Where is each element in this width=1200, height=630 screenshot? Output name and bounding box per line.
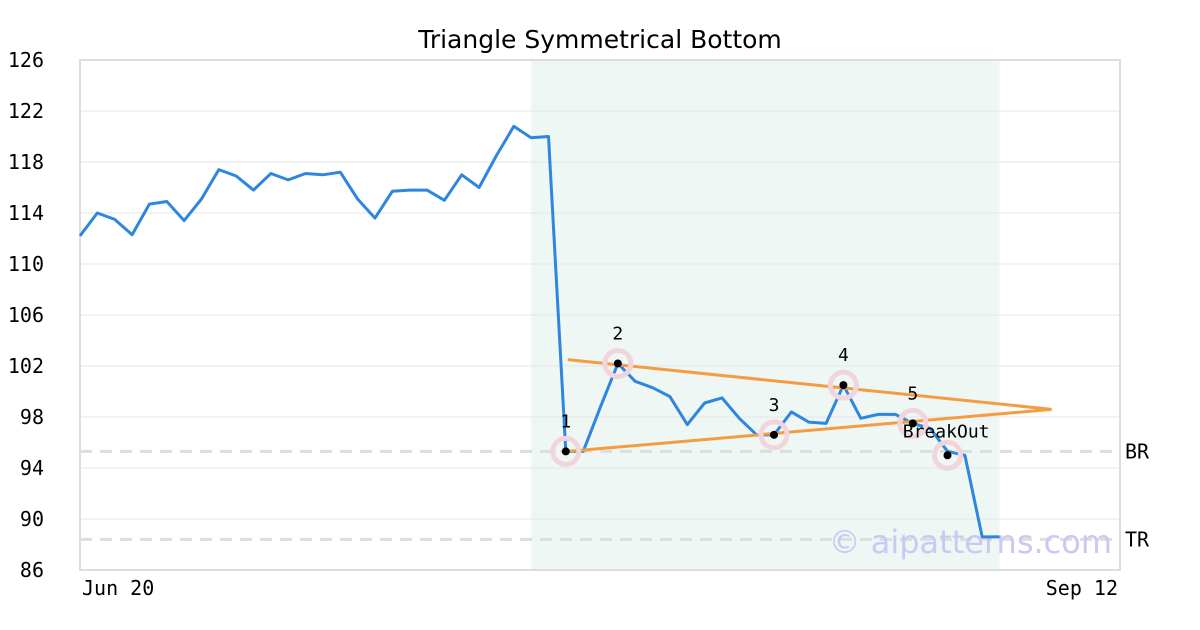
pivot-point bbox=[561, 447, 570, 456]
lower-trend-line bbox=[567, 407, 1052, 453]
upper-trend-line bbox=[567, 358, 1052, 411]
pivot-point bbox=[770, 430, 778, 439]
watermark: © aipatterns.com bbox=[829, 523, 1112, 561]
pivot-halo bbox=[758, 419, 790, 451]
chart-title: Triangle Symmetrical Bottom bbox=[417, 25, 782, 54]
y-tick-label: 118 bbox=[8, 150, 44, 174]
y-tick-label: 126 bbox=[8, 48, 44, 72]
breakout-label: BreakOut bbox=[903, 421, 990, 442]
pivot-label: 4 bbox=[838, 345, 849, 366]
pivot-label: 1 bbox=[560, 411, 571, 432]
reference-line-label-tr: TR bbox=[1125, 527, 1150, 551]
pivot-halo bbox=[932, 439, 963, 471]
y-tick-label: 110 bbox=[8, 252, 44, 276]
y-tick-label: 86 bbox=[20, 558, 44, 582]
x-tick-label-end: Sep 12 bbox=[1046, 576, 1118, 600]
y-tick-label: 106 bbox=[8, 303, 44, 327]
y-tick-label: 98 bbox=[20, 405, 44, 429]
pivot-halo bbox=[827, 369, 859, 401]
pivot-point bbox=[908, 419, 917, 428]
pivot-point bbox=[943, 451, 952, 460]
pivot-label: 2 bbox=[612, 323, 623, 344]
y-tick-label: 90 bbox=[20, 507, 44, 531]
pivot-label: 5 bbox=[907, 383, 918, 404]
pivot-halo bbox=[602, 347, 634, 379]
x-tick-label-start: Jun 20 bbox=[82, 576, 154, 600]
pivot-label: 3 bbox=[769, 395, 780, 416]
plot-frame bbox=[79, 59, 1121, 571]
reference-line-label-br: BR bbox=[1125, 439, 1150, 463]
pivot-halo bbox=[897, 407, 929, 439]
y-tick-label: 94 bbox=[20, 456, 44, 480]
y-tick-label: 114 bbox=[8, 201, 44, 225]
pivot-point bbox=[613, 359, 622, 368]
y-tick-label: 122 bbox=[8, 99, 44, 123]
pivot-halo bbox=[550, 435, 582, 467]
price-line bbox=[78, 124, 1000, 539]
y-tick-label: 102 bbox=[8, 354, 44, 378]
pivot-point bbox=[839, 381, 848, 390]
